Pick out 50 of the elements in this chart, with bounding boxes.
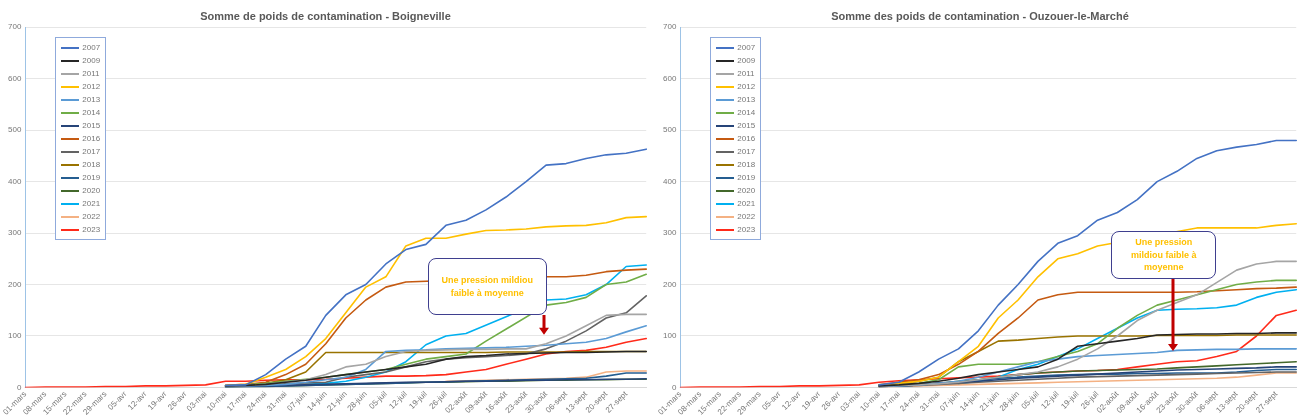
legend-label: 2007	[82, 43, 101, 53]
y-tick-label: 0	[16, 382, 22, 392]
legend-label: 2009	[737, 56, 756, 66]
legend-label: 2018	[82, 160, 101, 170]
legend-label: 2023	[82, 225, 101, 235]
legend-label: 2011	[82, 69, 100, 79]
legend-label: 2015	[737, 121, 756, 131]
legend-label: 2007	[737, 43, 756, 53]
y-tick-label: 200	[7, 279, 22, 289]
legend-label: 2022	[737, 212, 756, 222]
y-tick-label: 0	[671, 382, 677, 392]
legend-label: 2017	[82, 147, 101, 157]
legend-label: 2021	[737, 199, 756, 209]
y-tick-label: 400	[7, 176, 22, 186]
legend-label: 2017	[737, 147, 756, 157]
y-tick-label: 700	[662, 22, 677, 32]
y-tick-label: 500	[7, 125, 22, 135]
legend-label: 2022	[82, 212, 101, 222]
legend-label: 2018	[737, 160, 756, 170]
y-tick-label: 100	[7, 331, 22, 341]
legend-label: 2013	[737, 95, 756, 105]
legend-label: 2019	[737, 173, 756, 183]
legend-label: 2020	[82, 186, 101, 196]
chart-title: Somme des poids de contamination - Ouzouer-le-Marché	[831, 9, 1129, 22]
legend-label: 2023	[737, 225, 756, 235]
legend-label: 2015	[82, 121, 101, 131]
y-tick-label: 200	[662, 279, 677, 289]
legend-label: 2019	[82, 173, 101, 183]
y-tick-label: 500	[662, 125, 677, 135]
y-tick-label: 600	[662, 73, 677, 83]
legend-label: 2014	[82, 108, 101, 118]
legend-label: 2013	[82, 95, 101, 105]
y-tick-label: 600	[7, 73, 22, 83]
y-tick-label: 700	[7, 22, 22, 32]
legend-label: 2016	[737, 134, 756, 144]
legend-label: 2020	[737, 186, 756, 196]
legend-label: 2012	[737, 82, 756, 92]
legend-label: 2016	[82, 134, 101, 144]
legend-label: 2021	[82, 199, 101, 209]
legend-label: 2011	[737, 69, 755, 79]
y-tick-label: 300	[7, 228, 22, 238]
y-tick-label: 100	[662, 331, 677, 341]
callout-box: Une pression mildiou faible à moyenne	[427, 257, 547, 316]
legend-label: 2014	[737, 108, 756, 118]
y-tick-label: 400	[662, 176, 677, 186]
callout-box: Une pression mildiou faible à moyenne	[1111, 230, 1217, 280]
legend-label: 2009	[82, 56, 101, 66]
y-tick-label: 300	[662, 228, 677, 238]
chart-title: Somme de poids de contamination - Boigneville	[200, 9, 451, 22]
legend-label: 2012	[82, 82, 101, 92]
